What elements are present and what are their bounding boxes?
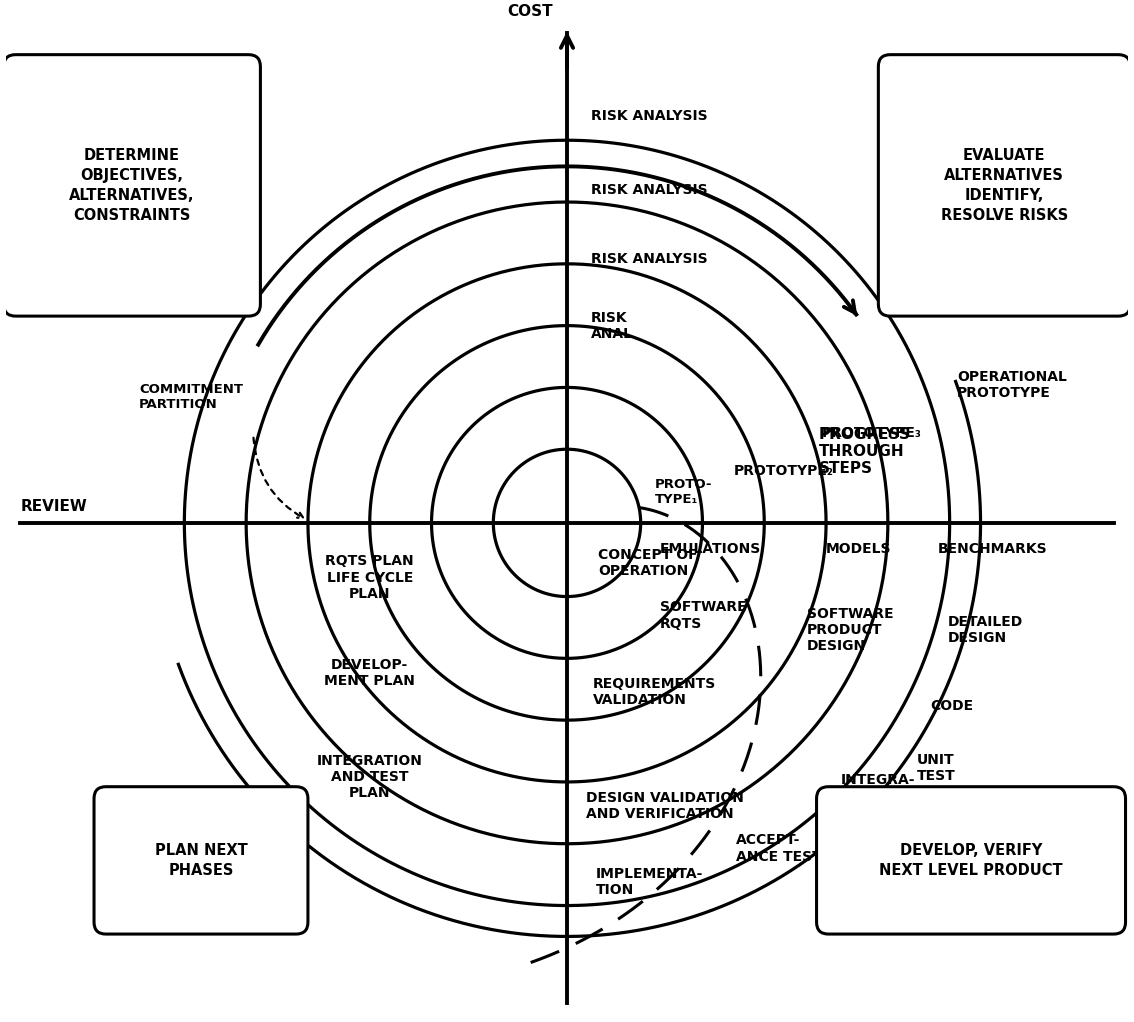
FancyBboxPatch shape xyxy=(3,54,261,316)
Text: PROGRESS
THROUGH
STEPS: PROGRESS THROUGH STEPS xyxy=(819,426,911,476)
Text: SOFTWARE
PRODUCT
DESIGN: SOFTWARE PRODUCT DESIGN xyxy=(807,607,894,653)
Text: RISK ANALYSIS: RISK ANALYSIS xyxy=(591,183,708,197)
Text: CUMMULATIVE
COST: CUMMULATIVE COST xyxy=(429,0,552,19)
Text: DETAILED
DESIGN: DETAILED DESIGN xyxy=(947,615,1023,645)
Text: CONCEPT OF
OPERATION: CONCEPT OF OPERATION xyxy=(598,548,697,578)
Text: RISK ANALYSIS: RISK ANALYSIS xyxy=(591,252,708,266)
Text: REQUIREMENTS
VALIDATION: REQUIREMENTS VALIDATION xyxy=(593,677,717,707)
Text: MODELS: MODELS xyxy=(826,542,891,556)
FancyBboxPatch shape xyxy=(816,787,1126,934)
Text: SOFTWARE
RQTS: SOFTWARE RQTS xyxy=(660,601,746,631)
Text: EVALUATE
ALTERNATIVES
IDENTIFY,
RESOLVE RISKS: EVALUATE ALTERNATIVES IDENTIFY, RESOLVE … xyxy=(941,148,1068,223)
Text: IMPLEMENTA-
TION: IMPLEMENTA- TION xyxy=(595,867,703,897)
Text: PLAN NEXT
PHASES: PLAN NEXT PHASES xyxy=(154,843,247,878)
Text: CODE: CODE xyxy=(931,699,974,713)
Text: DETERMINE
OBJECTIVES,
ALTERNATIVES,
CONSTRAINTS: DETERMINE OBJECTIVES, ALTERNATIVES, CONS… xyxy=(69,148,195,223)
Text: PROTO-
TYPE₁: PROTO- TYPE₁ xyxy=(655,478,712,506)
Text: EMULATIONS: EMULATIONS xyxy=(660,542,761,556)
Text: COMMITMENT
PARTITION: COMMITMENT PARTITION xyxy=(139,383,243,411)
Text: DEVELOP-
MENT PLAN: DEVELOP- MENT PLAN xyxy=(324,657,415,688)
Text: PROTOTYPE₂: PROTOTYPE₂ xyxy=(734,464,833,477)
FancyBboxPatch shape xyxy=(879,54,1131,316)
Text: RISK ANALYSIS: RISK ANALYSIS xyxy=(591,109,708,124)
Text: ACCEPT-
ANCE TEST: ACCEPT- ANCE TEST xyxy=(736,833,821,864)
Text: REVIEW: REVIEW xyxy=(20,499,87,514)
Text: PROTOTYPE₃: PROTOTYPE₃ xyxy=(821,425,921,439)
Text: INTEGRA-
TION AND
TEST: INTEGRA- TION AND TEST xyxy=(840,773,917,820)
Text: BENCHMARKS: BENCHMARKS xyxy=(938,542,1048,556)
Text: DESIGN VALIDATION
AND VERIFICATION: DESIGN VALIDATION AND VERIFICATION xyxy=(586,791,744,821)
Text: OPERATIONAL
PROTOTYPE: OPERATIONAL PROTOTYPE xyxy=(957,370,1067,401)
Text: RQTS PLAN
LIFE CYCLE
PLAN: RQTS PLAN LIFE CYCLE PLAN xyxy=(325,554,414,601)
FancyBboxPatch shape xyxy=(94,787,308,934)
Text: DEVELOP, VERIFY
NEXT LEVEL PRODUCT: DEVELOP, VERIFY NEXT LEVEL PRODUCT xyxy=(879,843,1063,878)
Text: INTEGRATION
AND TEST
PLAN: INTEGRATION AND TEST PLAN xyxy=(316,754,423,800)
Text: UNIT
TEST: UNIT TEST xyxy=(916,752,955,783)
Text: RISK
ANAL: RISK ANAL xyxy=(591,311,633,340)
